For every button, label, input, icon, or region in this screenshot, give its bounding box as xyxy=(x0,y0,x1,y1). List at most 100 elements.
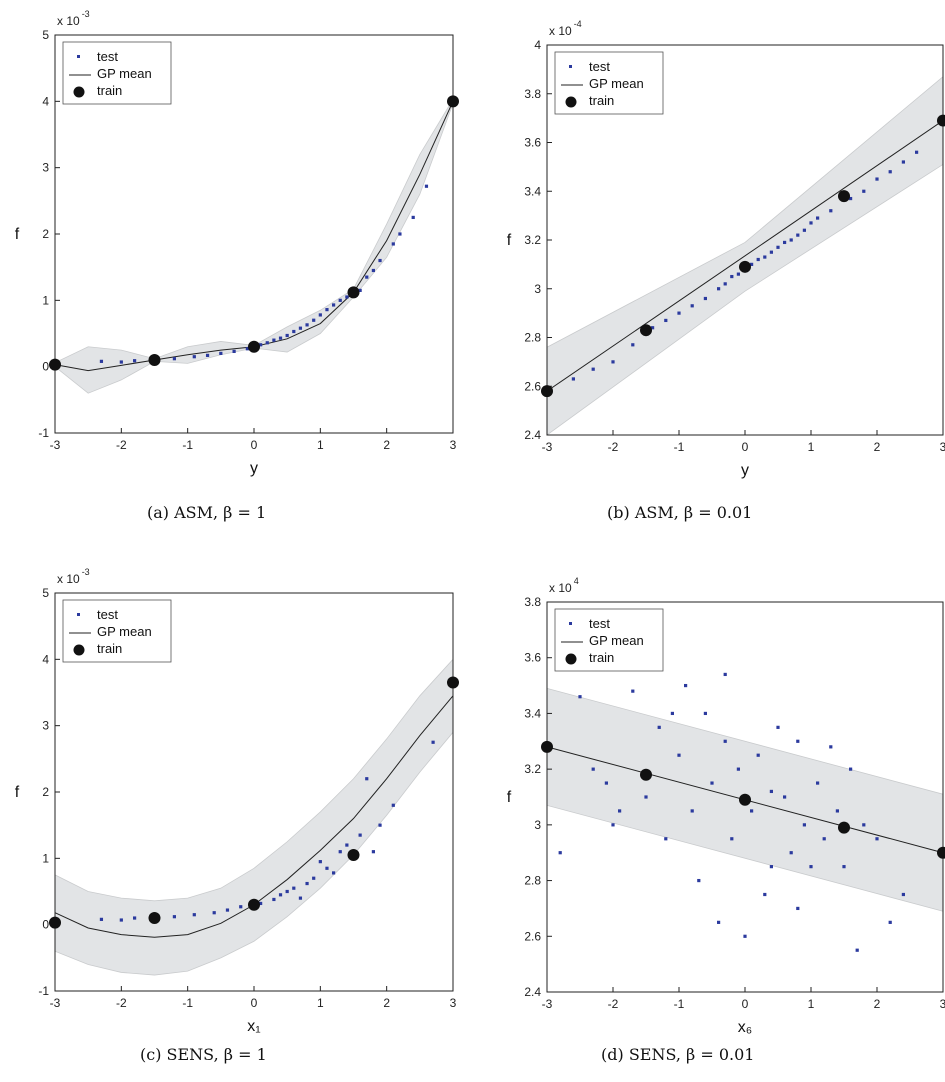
test-point xyxy=(703,296,707,301)
test-point xyxy=(424,184,429,188)
test-point xyxy=(651,326,655,330)
test-point xyxy=(192,355,196,359)
y-tick-label: 4 xyxy=(42,652,49,666)
x-tick-label: -3 xyxy=(542,997,553,1011)
train-point xyxy=(541,385,553,398)
train-point xyxy=(838,821,850,834)
test-point xyxy=(411,215,415,220)
y-tick-label: 3 xyxy=(42,161,49,175)
train-point xyxy=(148,912,161,925)
test-point xyxy=(119,918,123,922)
test-point xyxy=(345,843,349,847)
axis-exponent: x 10 -4 xyxy=(549,19,582,38)
test-point xyxy=(835,809,839,813)
legend-test-marker xyxy=(77,55,80,58)
test-point xyxy=(338,850,342,854)
test-point xyxy=(371,268,375,273)
train-point xyxy=(640,768,652,781)
x-tick-label: -1 xyxy=(182,996,193,1010)
test-point xyxy=(842,865,846,869)
y-axis-label: f xyxy=(507,789,512,806)
train-point xyxy=(447,676,459,689)
test-point xyxy=(631,343,635,347)
test-point xyxy=(285,889,289,894)
test-point xyxy=(285,333,289,338)
x-axis-label: x₆ xyxy=(738,1019,752,1036)
y-tick-label: 4 xyxy=(42,94,49,108)
legend-train-label: train xyxy=(589,93,614,108)
test-point xyxy=(783,795,787,799)
x-tick-label: 3 xyxy=(450,438,457,452)
test-point xyxy=(172,357,176,361)
x-tick-label: -1 xyxy=(674,440,685,454)
test-point xyxy=(875,177,879,181)
test-point xyxy=(578,695,582,699)
test-point xyxy=(431,740,435,744)
x-axis-label: y xyxy=(741,462,749,479)
x-tick-label: 1 xyxy=(808,440,815,454)
train-point xyxy=(838,190,850,203)
test-point xyxy=(849,767,853,771)
x-tick-label: -1 xyxy=(674,997,685,1011)
test-point xyxy=(292,329,296,334)
test-point xyxy=(736,767,740,771)
panel-a: -3 -2 -1 0 1 2 3 -1 0 1 2 3 4 5 x 10 -3 y f test GP mean tra… xyxy=(0,0,472,540)
test-point xyxy=(225,908,230,912)
y-axis-label: f xyxy=(15,226,20,243)
test-point xyxy=(272,897,276,902)
test-point xyxy=(677,753,681,757)
x-axis-label: x₁ xyxy=(247,1018,260,1035)
legend-train-marker xyxy=(565,653,577,665)
test-point xyxy=(862,823,866,827)
y-axis-label: f xyxy=(15,784,20,801)
test-point xyxy=(644,795,648,799)
test-point xyxy=(717,920,721,924)
legend-test-label: test xyxy=(589,616,610,631)
test-point xyxy=(743,934,747,938)
test-point xyxy=(763,892,767,897)
test-point xyxy=(776,245,780,249)
y-tick-label: 2.6 xyxy=(524,929,541,943)
train-point xyxy=(347,286,360,299)
train-point xyxy=(148,354,161,367)
y-tick-label: 2 xyxy=(42,785,49,799)
test-point xyxy=(789,851,793,855)
y-tick-label: -1 xyxy=(38,984,49,998)
panel-d: -3 -2 -1 0 1 2 3 2.4 2.6 2.8 3 3.2 3.4 3.6 3.8 x 10 4 x₆ f… xyxy=(472,540,945,1082)
test-point xyxy=(901,160,905,164)
chart-c: -3 -2 -1 0 1 2 3 -1 0 1 2 3 4 5 x 10 -3 x₁ f test GP mean tr… xyxy=(15,567,459,1035)
legend-train-marker xyxy=(73,86,85,98)
train-point xyxy=(739,260,751,273)
train-point xyxy=(937,846,945,859)
test-point xyxy=(888,920,892,924)
test-point xyxy=(591,367,595,371)
test-point xyxy=(816,216,820,220)
test-point xyxy=(829,745,833,749)
y-tick-label: 3.6 xyxy=(524,136,541,150)
train-point xyxy=(447,95,459,108)
test-point xyxy=(325,866,329,870)
test-point xyxy=(278,893,283,897)
axis-exponent: x 10 -3 xyxy=(57,9,90,28)
test-point xyxy=(796,906,800,911)
test-point xyxy=(677,311,681,315)
test-point xyxy=(345,295,349,299)
caption-c: (c) SENS, β = 1 xyxy=(140,1045,267,1064)
train-point xyxy=(640,324,652,337)
y-tick-label: 2.8 xyxy=(524,874,541,888)
test-point xyxy=(358,288,362,292)
test-point xyxy=(796,233,800,237)
y-tick-label: -1 xyxy=(38,426,49,440)
train-point xyxy=(937,114,945,127)
legend-train-label: train xyxy=(97,83,122,98)
y-tick-label: 5 xyxy=(42,28,49,42)
test-point xyxy=(657,725,661,729)
test-point xyxy=(365,275,369,279)
test-point xyxy=(192,913,196,917)
legend-mean-label: GP mean xyxy=(97,624,152,639)
test-point xyxy=(172,915,176,919)
test-point xyxy=(730,837,734,841)
test-point xyxy=(265,341,269,345)
test-point xyxy=(298,326,303,330)
test-point xyxy=(398,232,402,236)
